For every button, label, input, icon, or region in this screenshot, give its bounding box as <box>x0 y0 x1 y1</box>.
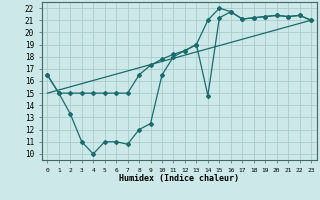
X-axis label: Humidex (Indice chaleur): Humidex (Indice chaleur) <box>119 174 239 183</box>
